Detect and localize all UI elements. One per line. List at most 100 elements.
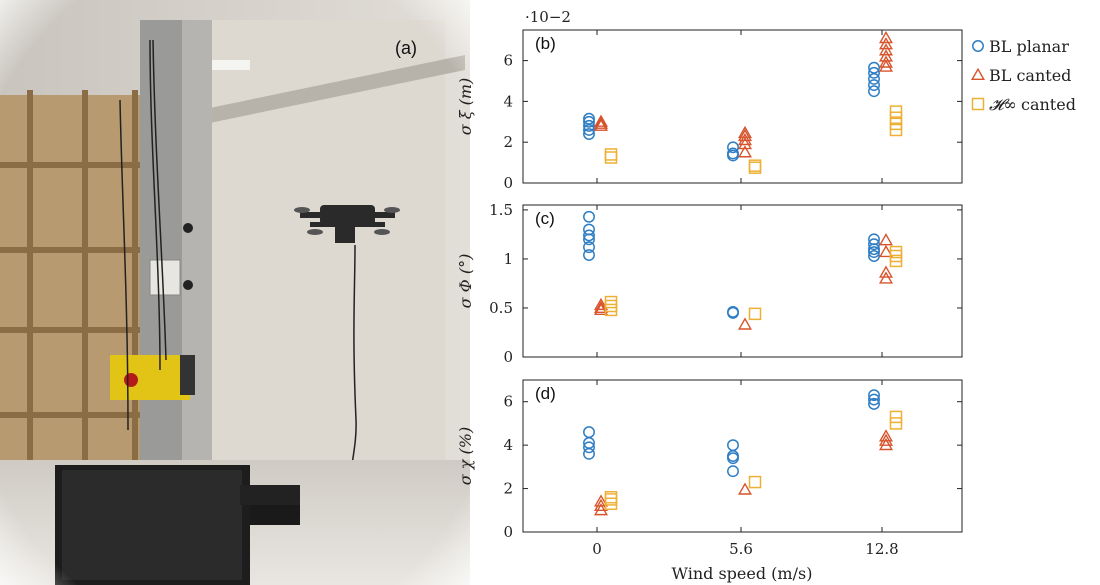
chart-panel-2: 0 0.5 1 1.5 (c) σ Φ (°) [456, 201, 963, 366]
photo-panel-label: (a) [395, 38, 417, 58]
data-point [593, 300, 609, 314]
data-point [737, 125, 753, 139]
chart-panel-3: 0 2 4 6 (d) σ χ (%) [456, 379, 963, 541]
legend-marker [970, 67, 986, 81]
data-point [878, 244, 894, 258]
data-point [878, 233, 894, 246]
data-point [878, 437, 894, 451]
y-tick-label: 6 [503, 52, 513, 70]
y-tick-label: 6 [503, 393, 513, 411]
legend: BL planar BL canted 𝓗∞ canted [970, 37, 1076, 114]
data-point [604, 151, 618, 164]
data-point [878, 49, 894, 62]
legend-marker [972, 40, 984, 52]
data-point [727, 305, 739, 318]
data-point [868, 238, 880, 251]
y-tick-label: 2 [503, 480, 513, 498]
data-point [727, 465, 739, 478]
data-point [727, 439, 739, 452]
data-point [737, 137, 753, 150]
data-point [727, 141, 739, 154]
data-point [889, 245, 903, 259]
data-point [878, 37, 894, 50]
data-point [583, 128, 595, 140]
y-tick-label: 0 [503, 523, 513, 541]
y-tick-label: 1.5 [489, 201, 513, 219]
data-point [604, 148, 618, 161]
data-point [878, 429, 894, 442]
data-point [583, 119, 595, 132]
data-point [878, 43, 894, 56]
data-point [868, 73, 880, 85]
data-point [727, 147, 739, 160]
data-point [868, 397, 880, 410]
data-point [583, 124, 595, 136]
data-point [748, 475, 762, 489]
x-tick-label: 12.8 [865, 540, 898, 558]
data-point [583, 241, 595, 254]
data-point [593, 494, 609, 507]
data-point [583, 426, 595, 439]
data-point [604, 497, 618, 511]
plot-frame [522, 29, 963, 184]
x-tick-label: 5.6 [729, 540, 753, 558]
data-point [868, 85, 880, 98]
legend-label: BL canted [989, 66, 1071, 85]
data-point [868, 393, 880, 406]
data-point [583, 229, 595, 242]
data-point [889, 417, 903, 430]
panel-label: (b) [535, 34, 556, 53]
data-point [737, 482, 753, 495]
data-point [593, 498, 609, 511]
data-point [868, 250, 880, 262]
data-point [593, 118, 609, 131]
data-point [593, 503, 609, 516]
data-point [593, 116, 609, 129]
y-axis-label: σ ξ (m) [456, 78, 475, 136]
chart-panel-1: 0 2 4 6 (b) σ ξ (m) ·10−2 [456, 8, 963, 192]
data-point [889, 410, 903, 424]
y-tick-label: 2 [503, 133, 513, 151]
data-point [604, 295, 618, 309]
legend-hinf-symbol: 𝓗∞ [989, 95, 1017, 114]
data-point [748, 159, 762, 172]
data-point [583, 115, 595, 128]
data-point [868, 389, 880, 402]
data-point [878, 265, 894, 278]
plot-frame [522, 204, 963, 358]
data-point [604, 491, 618, 504]
y-axis-label: σ χ (%) [456, 427, 475, 485]
legend-marker [971, 97, 985, 111]
x-axis: 0 5.6 12.8 Wind speed (m/s) [592, 540, 898, 583]
y-exponent-label: ·10−2 [525, 8, 571, 26]
photo-drone-wind-tunnel: (a) [0, 0, 470, 585]
y-tick-label: 4 [503, 436, 513, 454]
y-tick-label: 1 [503, 250, 513, 268]
data-point [868, 79, 880, 92]
data-point [878, 433, 894, 446]
plot-frame [522, 379, 963, 533]
x-tick-label: 0 [592, 540, 602, 558]
data-point [593, 114, 609, 127]
y-tick-label: 4 [503, 92, 513, 110]
data-point [878, 59, 894, 72]
legend-label: canted [1021, 95, 1076, 114]
data-point [583, 441, 595, 454]
panel-label: (c) [535, 209, 555, 228]
data-point [737, 317, 753, 330]
data-point [868, 66, 880, 79]
data-point [583, 210, 595, 223]
y-tick-label: 0.5 [489, 299, 513, 317]
y-tick-label: 0 [503, 348, 513, 366]
data-point [737, 128, 753, 142]
data-point [748, 307, 762, 321]
data-point [868, 246, 880, 259]
data-point [878, 30, 894, 44]
data-point [868, 233, 880, 246]
panel-label: (d) [535, 384, 556, 403]
data-point [737, 132, 753, 146]
data-point [583, 223, 595, 236]
data-point [889, 105, 903, 118]
data-point [583, 249, 595, 261]
